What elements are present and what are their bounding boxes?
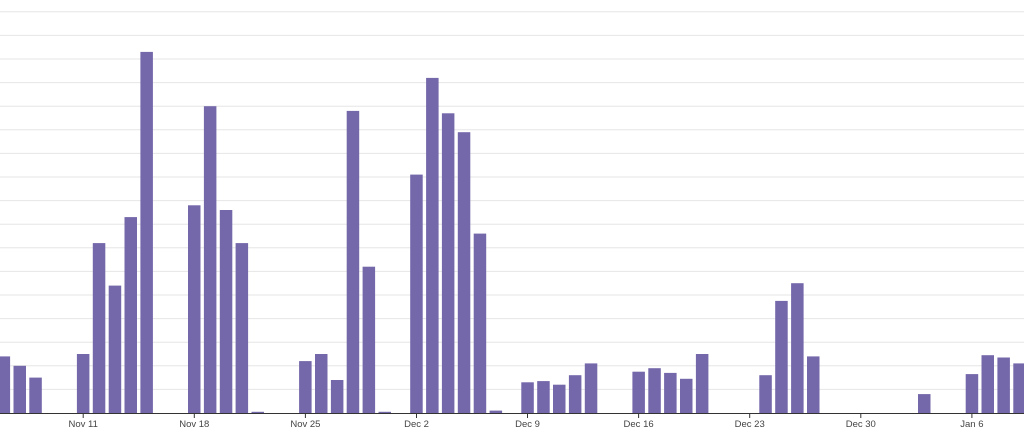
bar[interactable] bbox=[457, 132, 471, 413]
bar[interactable] bbox=[791, 283, 804, 413]
bar[interactable] bbox=[410, 174, 423, 413]
bar[interactable] bbox=[235, 243, 249, 413]
bar[interactable] bbox=[537, 381, 550, 413]
x-tick-label: Dec 23 bbox=[735, 419, 765, 430]
bar[interactable] bbox=[315, 354, 328, 413]
bar[interactable] bbox=[0, 356, 11, 413]
bar[interactable] bbox=[553, 384, 566, 413]
bar[interactable] bbox=[13, 365, 27, 413]
bar[interactable] bbox=[346, 110, 360, 414]
bar[interactable] bbox=[521, 382, 534, 413]
bar[interactable] bbox=[76, 354, 90, 413]
bars bbox=[0, 51, 1024, 414]
x-tick-label: Dec 30 bbox=[846, 419, 876, 430]
bar[interactable] bbox=[441, 113, 455, 414]
bar[interactable] bbox=[807, 356, 820, 413]
grid-lines bbox=[0, 11, 1024, 390]
bar[interactable] bbox=[1013, 363, 1024, 413]
x-tick-label: Nov 25 bbox=[290, 419, 320, 430]
bar[interactable] bbox=[981, 355, 995, 413]
bar[interactable] bbox=[378, 411, 392, 413]
bar[interactable] bbox=[203, 106, 217, 413]
x-axis: Nov 11 Nov 18 Nov 25 Dec 2 Dec 9 Dec 16 Dec 23… bbox=[0, 413, 1024, 430]
x-tick-label: Nov 18 bbox=[179, 419, 209, 430]
bar[interactable] bbox=[108, 285, 122, 413]
bar[interactable] bbox=[330, 380, 344, 413]
bar[interactable] bbox=[473, 233, 487, 413]
x-tick-label: Dec 16 bbox=[624, 419, 654, 430]
bar[interactable] bbox=[918, 394, 931, 413]
bar[interactable] bbox=[140, 51, 153, 414]
x-tick-label: Nov 11 bbox=[68, 419, 97, 430]
bar[interactable] bbox=[124, 217, 138, 413]
bar[interactable] bbox=[632, 371, 645, 413]
bar[interactable] bbox=[584, 363, 598, 413]
bar[interactable] bbox=[426, 77, 439, 414]
bar[interactable] bbox=[188, 205, 201, 413]
bar[interactable] bbox=[568, 375, 582, 413]
bar[interactable] bbox=[92, 243, 106, 413]
bar[interactable] bbox=[251, 411, 265, 413]
x-tick-label: Jan 6 bbox=[960, 419, 983, 430]
bar[interactable] bbox=[362, 266, 376, 413]
bar[interactable] bbox=[680, 378, 693, 413]
x-tick-label: Dec 2 bbox=[404, 419, 429, 430]
bar[interactable] bbox=[759, 375, 772, 413]
bar[interactable] bbox=[775, 300, 788, 413]
bar[interactable] bbox=[695, 354, 709, 413]
bar[interactable] bbox=[489, 410, 503, 413]
bar[interactable] bbox=[219, 210, 233, 413]
bar[interactable] bbox=[29, 377, 42, 413]
bar[interactable] bbox=[997, 357, 1010, 414]
bar[interactable] bbox=[299, 361, 312, 413]
bar[interactable] bbox=[965, 374, 979, 413]
bar[interactable] bbox=[648, 368, 661, 413]
bar[interactable] bbox=[664, 372, 677, 413]
x-tick-label: Dec 9 bbox=[515, 419, 540, 430]
